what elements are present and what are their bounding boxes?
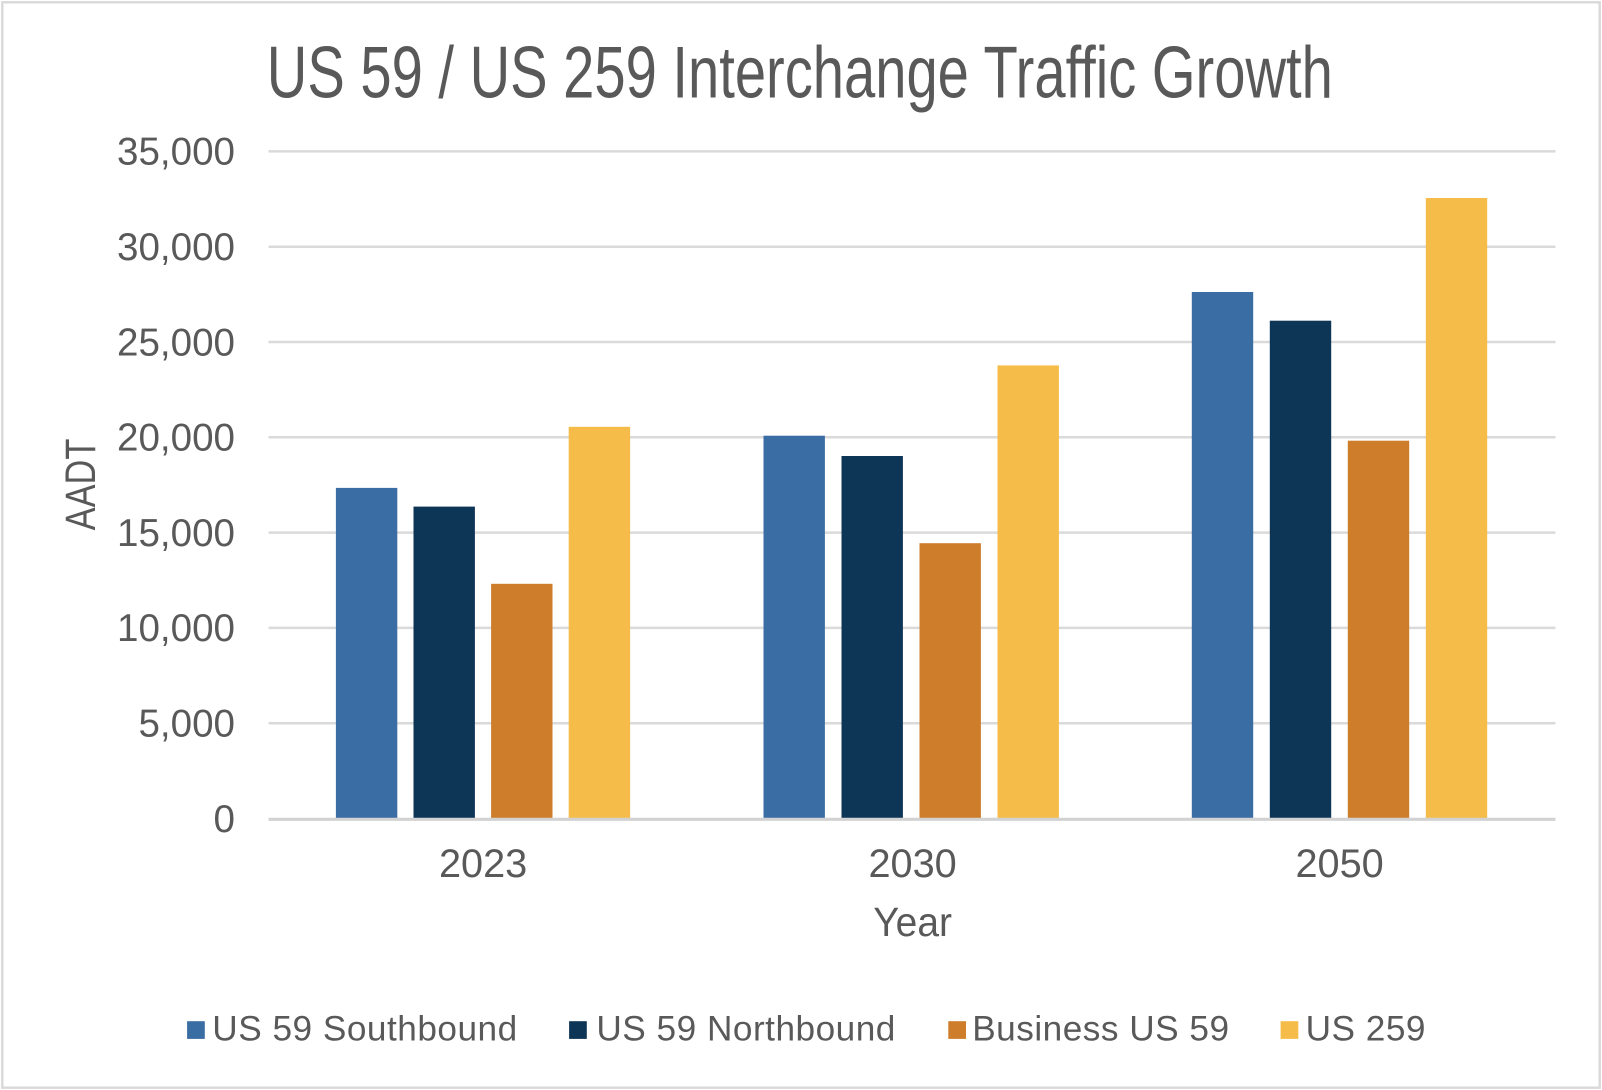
svg-text:US 59 Northbound: US 59 Northbound — [596, 1009, 895, 1048]
svg-text:Business US 59: Business US 59 — [972, 1009, 1229, 1048]
svg-text:US 259: US 259 — [1306, 1009, 1426, 1048]
svg-text:US 59 Southbound: US 59 Southbound — [212, 1009, 517, 1048]
svg-text:25,000: 25,000 — [117, 321, 235, 364]
svg-text:15,000: 15,000 — [117, 512, 235, 555]
svg-text:35,000: 35,000 — [117, 131, 235, 174]
svg-text:5,000: 5,000 — [138, 703, 235, 746]
svg-text:30,000: 30,000 — [117, 226, 235, 269]
svg-text:2030: 2030 — [868, 842, 956, 886]
svg-text:0: 0 — [214, 798, 235, 841]
svg-text:10,000: 10,000 — [117, 607, 235, 650]
svg-text:US 59 / US 259 Interchange Tra: US 59 / US 259 Interchange Traffic Growt… — [267, 31, 1333, 113]
svg-text:20,000: 20,000 — [117, 417, 235, 460]
svg-text:2050: 2050 — [1295, 842, 1383, 886]
svg-text:2023: 2023 — [439, 842, 527, 886]
svg-text:AADT: AADT — [57, 439, 104, 531]
svg-text:Year: Year — [873, 900, 952, 945]
